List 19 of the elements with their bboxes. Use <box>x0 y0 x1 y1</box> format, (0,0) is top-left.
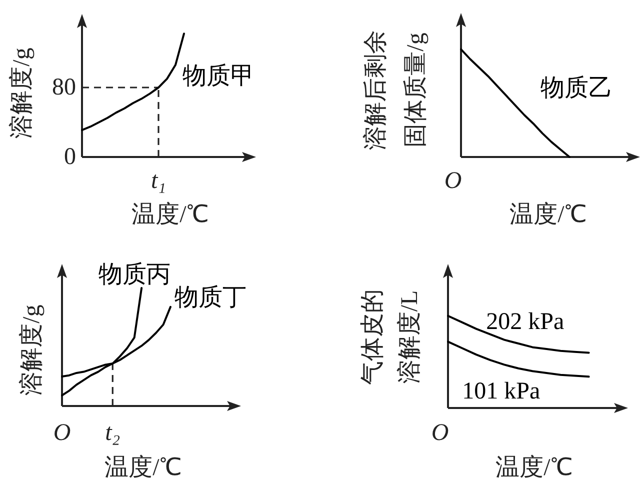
series-label: 物质乙 <box>540 75 612 102</box>
x-tick-label: t₁ <box>150 168 166 194</box>
series-label: 101 kPa <box>462 378 541 405</box>
series-label: 物质甲 <box>182 64 254 90</box>
x-axis-title: 温度/℃ <box>496 454 572 481</box>
series-label: 202 kPa <box>486 308 565 335</box>
text: O <box>444 168 462 194</box>
y-axis-title: 溶解度/g <box>8 48 35 138</box>
y-axis-title: 气体皮的溶解度/L <box>360 289 423 385</box>
x-tick-label: t₂ <box>105 420 120 446</box>
x-axis-title: 温度/℃ <box>510 201 586 228</box>
x-axis-title: 温度/℃ <box>104 454 182 481</box>
series-label: 物质丁 <box>174 284 246 311</box>
y-tick-label: 0 <box>64 144 76 170</box>
series-label: 物质丙 <box>98 262 171 288</box>
x-axis-title: 温度/℃ <box>132 201 208 228</box>
y-axis-title: 溶解后剩余固体质量/g <box>362 30 429 150</box>
y-tick-label: 80 <box>52 74 76 100</box>
y-axis-title: 溶解度/g <box>18 304 45 396</box>
